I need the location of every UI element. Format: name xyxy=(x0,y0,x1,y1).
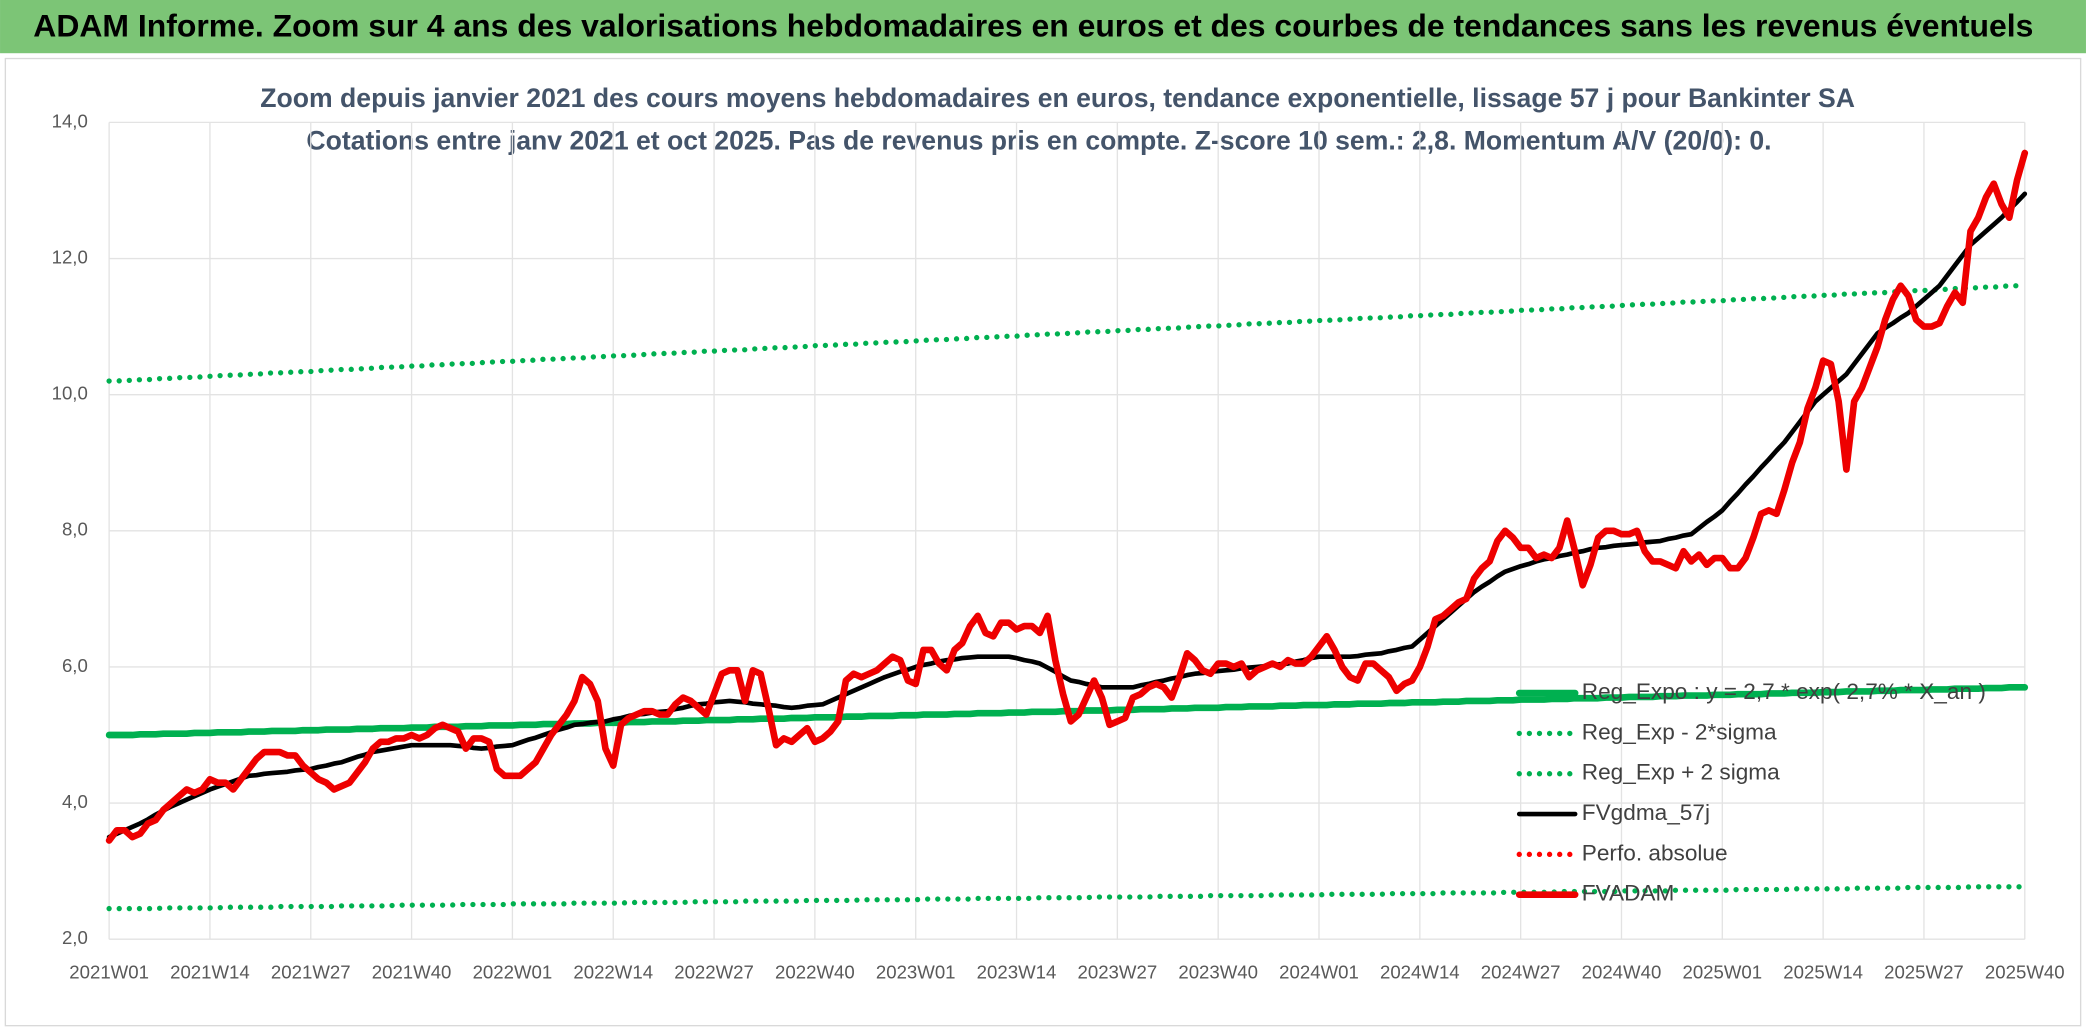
legend-label: Reg_Exp - 2*sigma xyxy=(1582,719,1777,744)
y-tick-label: 2,0 xyxy=(62,927,88,948)
x-tick-label: 2023W14 xyxy=(977,962,1057,983)
y-tick-label: 4,0 xyxy=(62,791,88,812)
legend-label: Reg_Expo : y = 2,7 * exp( 2,7% * X_an ) xyxy=(1582,679,1986,704)
x-tick-label: 2025W14 xyxy=(1783,962,1863,983)
y-tick-label: 10,0 xyxy=(52,383,88,404)
legend-label: FVADAM xyxy=(1582,881,1675,906)
x-tick-label: 2021W27 xyxy=(271,962,351,983)
legend-label: FVgdma_57j xyxy=(1582,800,1710,825)
x-tick-label: 2021W40 xyxy=(372,962,452,983)
x-tick-label: 2023W01 xyxy=(876,962,956,983)
series-line xyxy=(105,149,2029,844)
subtitle: Zoom depuis janvier 2021 des cours moyen… xyxy=(260,83,1855,113)
x-tick-label: 2024W01 xyxy=(1279,962,1359,983)
x-tick-label: 2024W27 xyxy=(1481,962,1561,983)
chart-frame xyxy=(4,57,2082,1027)
x-tick-label: 2022W14 xyxy=(573,962,653,983)
x-tick-label: 2025W40 xyxy=(1985,962,2065,983)
subtitle: Cotations entre janv 2021 et oct 2025. P… xyxy=(306,125,1771,155)
legend-label: Perfo. absolue xyxy=(1582,840,1728,865)
x-tick-label: 2022W27 xyxy=(674,962,754,983)
y-tick-label: 12,0 xyxy=(52,246,88,267)
x-tick-label: 2021W01 xyxy=(69,962,149,983)
series-line xyxy=(106,884,2028,912)
x-tick-label: 2021W14 xyxy=(170,962,250,983)
x-tick-label: 2024W40 xyxy=(1582,962,1662,983)
banner xyxy=(0,0,2086,54)
banner-title: ADAM Informe. Zoom sur 4 ans des valoris… xyxy=(33,7,2033,43)
legend-label: Reg_Exp + 2 sigma xyxy=(1582,760,1780,785)
y-tick-label: 6,0 xyxy=(62,655,88,676)
series-line xyxy=(106,282,2028,384)
x-tick-label: 2023W27 xyxy=(1078,962,1158,983)
x-tick-label: 2025W01 xyxy=(1682,962,1762,983)
y-tick-label: 8,0 xyxy=(62,519,88,540)
x-tick-label: 2022W01 xyxy=(473,962,553,983)
x-tick-label: 2024W14 xyxy=(1380,962,1460,983)
y-tick-label: 14,0 xyxy=(52,110,88,131)
x-tick-label: 2025W27 xyxy=(1884,962,1964,983)
x-tick-label: 2022W40 xyxy=(775,962,855,983)
x-tick-label: 2023W40 xyxy=(1178,962,1258,983)
grid xyxy=(108,121,2026,940)
series-line xyxy=(106,191,2028,840)
